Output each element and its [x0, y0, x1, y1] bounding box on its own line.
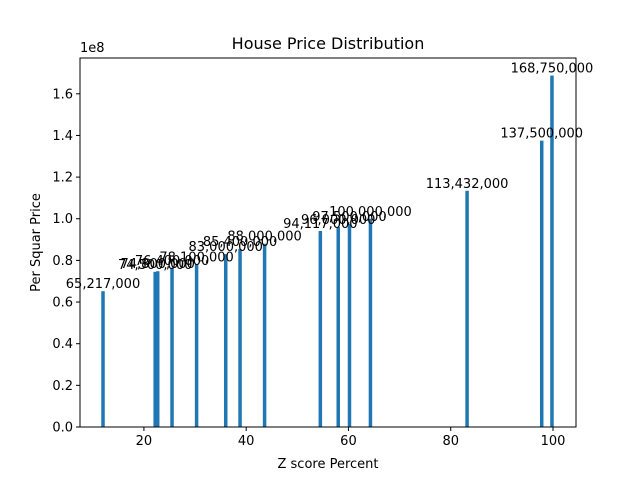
bar [101, 291, 105, 427]
plot-area: 65,217,000 74,500,00074,800,00076,400,000… [66, 62, 594, 427]
bar-data-label: 137,500,000 [500, 127, 583, 142]
y-tick-label: 0.8 [52, 254, 73, 269]
y-tick-label: 1.4 [52, 129, 73, 144]
x-tick-label: 60 [340, 434, 357, 449]
bar-data-label: 113,432,000 [426, 177, 509, 192]
bar [539, 140, 544, 427]
x-tick-label: 20 [136, 434, 153, 449]
y-tick-label: 0.4 [52, 337, 73, 352]
bar [465, 190, 469, 427]
y-axis-ticks: 0.0 0.2 0.4 0.6 0.8 1.0 1.2 1.4 1.6 [52, 87, 80, 436]
y-tick-label: 1.0 [52, 212, 73, 227]
y-tick-label: 0.2 [52, 379, 73, 394]
x-tick-label: 100 [541, 434, 566, 449]
bar [194, 264, 199, 427]
x-axis-label: Z score Percent [277, 457, 378, 472]
bar-data-label: 88,000,000 [227, 230, 301, 245]
bar-data-label: 100,000,000 [329, 205, 412, 220]
bar-data-label: 74,800,000 [121, 257, 195, 272]
bar-data-label: 168,750,000 [511, 62, 594, 77]
plot-frame [79, 57, 577, 428]
bar [347, 223, 352, 427]
bars-group [101, 75, 554, 427]
bar [155, 271, 160, 427]
x-axis-ticks: 20 40 60 80 100 [136, 427, 566, 449]
bar [368, 218, 373, 427]
bar-data-label: 78,100,000 [159, 250, 233, 265]
bar-data-label: 76,400,000 [135, 254, 209, 269]
y-axis-offset-label: 1e8 [80, 41, 105, 56]
bar [223, 254, 228, 427]
y-tick-label: 0.0 [52, 421, 73, 436]
data-labels-group: 65,217,000 74,500,00074,800,00076,400,000… [66, 62, 594, 293]
bar [318, 231, 323, 427]
bar-data-label: 74,500,000 [118, 258, 192, 273]
x-tick-label: 40 [238, 434, 255, 449]
x-tick-label: 80 [442, 434, 459, 449]
chart-title: House Price Distribution [232, 34, 425, 53]
bar-data-label: 83,000,000 [189, 240, 263, 255]
y-tick-label: 1.6 [52, 87, 73, 102]
bar-data-label: 65,217,000 [66, 277, 140, 292]
bar-data-label: 96,000,000 [301, 213, 375, 228]
bar [262, 243, 267, 427]
bar [170, 267, 174, 427]
bar [238, 249, 242, 427]
bar [153, 271, 157, 427]
y-tick-label: 0.6 [52, 296, 73, 311]
bar [336, 227, 340, 427]
bar-data-label: 85,400,000 [203, 235, 277, 250]
bar-data-label: 97,500,000 [312, 210, 386, 225]
y-axis-label: Per Squar Price [29, 193, 44, 292]
bar [550, 75, 554, 427]
y-tick-label: 1.2 [52, 171, 73, 186]
bar-data-label: 94,117,000 [283, 217, 357, 232]
